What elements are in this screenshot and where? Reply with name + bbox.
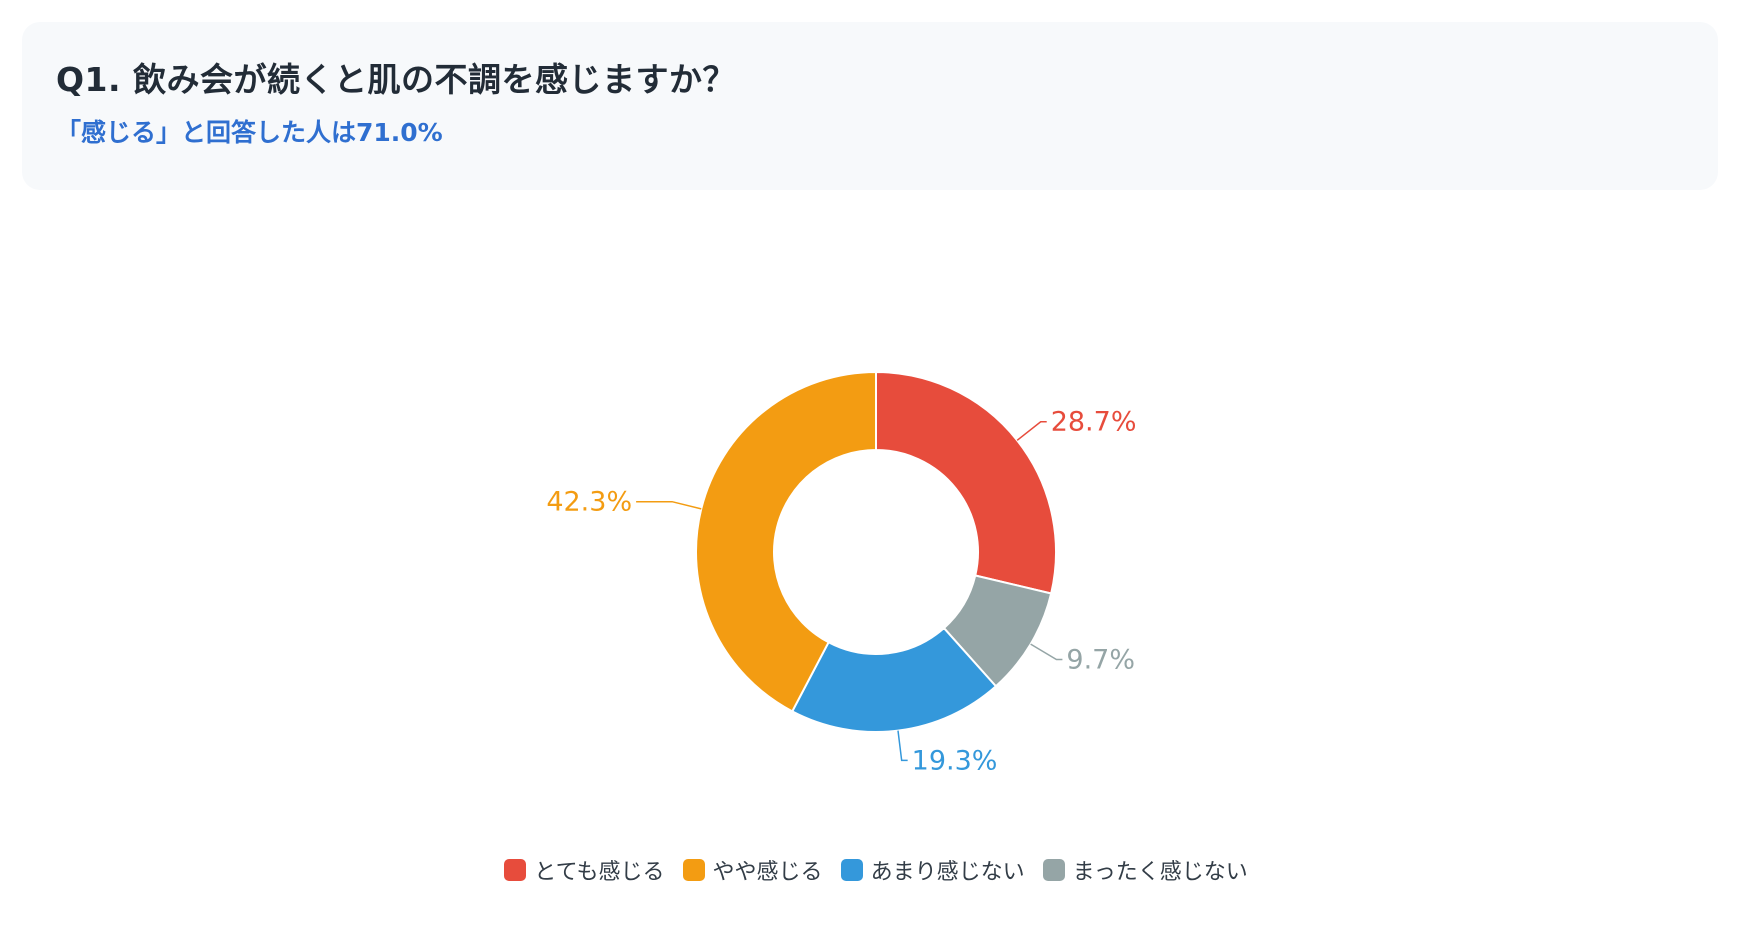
- legend-label: やや感じる: [712, 860, 823, 885]
- donut-chart: 28.7% 9.7% 19.3% 42.3%: [546, 370, 1137, 776]
- legend-swatch: [504, 859, 527, 881]
- data-label-とても感じる: 28.7%: [1051, 407, 1137, 438]
- leader-line-やや感じる: [636, 500, 702, 510]
- data-label-やや感じる: 42.3%: [546, 487, 632, 518]
- donut-slice-とても感じる[interactable]: [875, 370, 1057, 595]
- question-header-card: Q1. 飲み会が続くと肌の不調を感じますか？ 「感じる」と回答した人は71.0%: [22, 22, 1718, 190]
- leader-line-まったく感じない: [1030, 643, 1063, 661]
- legend-item-まったく感じない[interactable]: まったく感じない: [1042, 854, 1248, 886]
- legend-label: まったく感じない: [1072, 860, 1248, 885]
- question-summary: 「感じる」と回答した人は71.0%: [56, 117, 443, 147]
- legend-item-やや感じる[interactable]: やや感じる: [682, 854, 823, 886]
- leader-line-あまり感じない: [897, 730, 908, 762]
- question-title: Q1. 飲み会が続くと肌の不調を感じますか？: [56, 60, 737, 99]
- data-label-まったく感じない: 9.7%: [1066, 644, 1135, 675]
- legend-item-とても感じる[interactable]: とても感じる: [504, 854, 665, 886]
- legend-label: あまり感じない: [870, 860, 1025, 885]
- legend-swatch: [840, 859, 863, 881]
- legend-item-あまり感じない[interactable]: あまり感じない: [840, 854, 1025, 886]
- donut-slice-あまり感じない[interactable]: [790, 626, 998, 733]
- donut-chart-area: 28.7% 9.7% 19.3% 42.3%: [0, 190, 1752, 932]
- chart-legend: とても感じる やや感じる あまり感じない まったく感じない: [0, 854, 1752, 886]
- legend-label: とても感じる: [534, 860, 665, 885]
- leader-line-とても感じる: [1016, 420, 1047, 441]
- donut-slice-やや感じる[interactable]: [695, 370, 877, 713]
- data-label-あまり感じない: 19.3%: [912, 745, 998, 776]
- legend-swatch: [682, 859, 705, 881]
- legend-swatch: [1042, 859, 1065, 881]
